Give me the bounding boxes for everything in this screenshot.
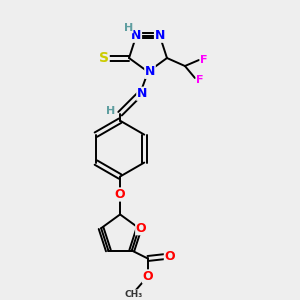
Text: F: F	[200, 55, 208, 65]
Text: N: N	[154, 29, 165, 42]
Text: N: N	[137, 87, 147, 100]
Text: O: O	[142, 270, 153, 283]
Text: O: O	[115, 188, 125, 201]
Text: CH₃: CH₃	[125, 290, 143, 299]
Text: H: H	[124, 23, 133, 33]
Text: N: N	[131, 29, 142, 42]
Text: F: F	[196, 75, 204, 85]
Text: O: O	[164, 250, 175, 263]
Text: H: H	[106, 106, 116, 116]
Text: N: N	[145, 65, 155, 78]
Text: O: O	[136, 222, 146, 235]
Text: S: S	[99, 51, 109, 65]
